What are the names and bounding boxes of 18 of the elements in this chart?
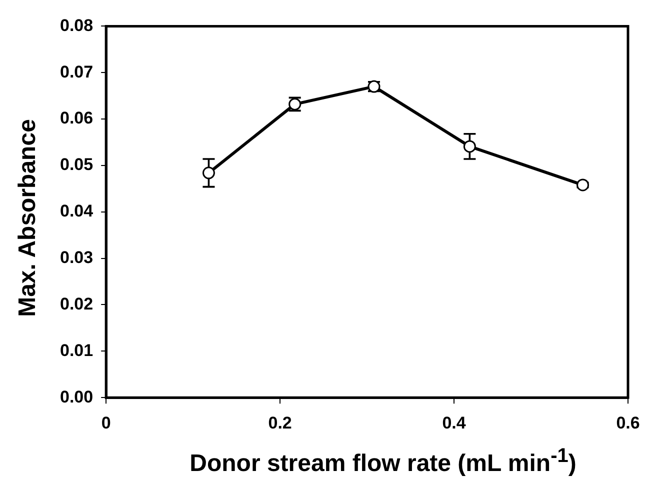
x-tick-label: 0.4: [442, 413, 466, 432]
y-tick-label: 0.05: [60, 155, 94, 174]
y-tick-label: 0.01: [60, 340, 94, 360]
y-tick-label: 0.00: [60, 387, 94, 406]
x-tick-label: 0.6: [616, 413, 640, 432]
x-tick-label: 0.2: [268, 413, 292, 432]
y-tick-label: 0.02: [60, 294, 94, 314]
y-tick-label: 0.07: [60, 62, 94, 82]
y-tick-label: 0.04: [60, 202, 94, 221]
x-axis-title: Donor stream flow rate (mL min$^{-1}$): [190, 445, 576, 478]
point: [463, 140, 476, 153]
point: [576, 178, 590, 192]
point: [202, 166, 215, 180]
y-axis-title: Max. Absorbance: [14, 119, 42, 317]
y-tick-label: 0.03: [60, 248, 94, 268]
y-tick-label: 0.08: [60, 16, 94, 35]
x-tick-label: 0: [101, 413, 111, 432]
y-tick-label: 0.06: [60, 108, 94, 128]
